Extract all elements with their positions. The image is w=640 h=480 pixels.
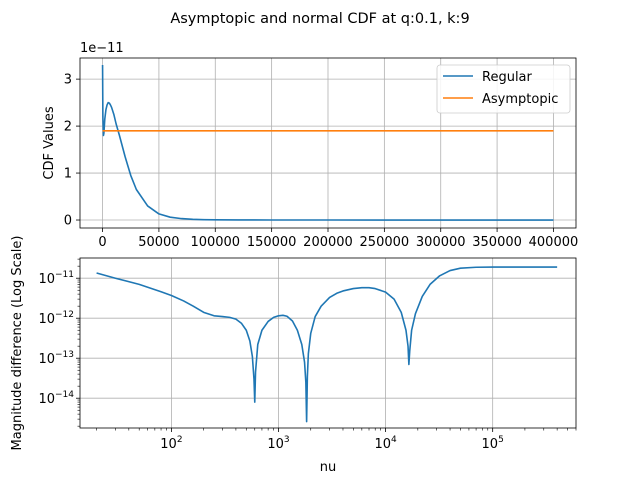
cdf-chart: 0 50000 100000 150000 200000 250000 300000 3500… <box>42 41 578 250</box>
difference-grid <box>80 258 576 428</box>
difference-y-tick-label: 10−12 <box>38 310 74 327</box>
difference-y-axis-label: Magnitude difference (Log Scale) <box>10 236 25 451</box>
difference-x-tick-exponent: 3 <box>284 435 290 445</box>
cdf-y-tick-label: 0 <box>64 214 72 229</box>
difference-series <box>96 266 558 423</box>
cdf-x-tick-label: 0 <box>98 235 106 250</box>
difference-plot-frame <box>79 257 577 429</box>
difference-x-tick-base: 10 <box>374 437 391 452</box>
difference-y-tick-base: 10 <box>38 392 55 407</box>
cdf-x-tick-label: 400000 <box>529 235 579 250</box>
difference-y-tick-base: 10 <box>38 312 55 327</box>
cdf-x-tick-label: 150000 <box>247 235 297 250</box>
cdf-y-offset-label: 1e−11 <box>80 41 124 56</box>
legend-label-regular: Regular <box>482 70 533 85</box>
difference-y-tick-exponent: −13 <box>55 350 74 360</box>
difference-x-tick-label: 103 <box>267 435 289 452</box>
difference-x-tick-base: 10 <box>482 437 499 452</box>
cdf-x-tick-label: 200000 <box>303 235 353 250</box>
difference-y-tick-label: 10−13 <box>38 350 74 367</box>
difference-x-tick-base: 10 <box>267 437 284 452</box>
difference-y-tick-base: 10 <box>38 272 55 287</box>
difference-x-tick-exponent: 5 <box>498 435 504 445</box>
difference-y-tick-exponent: −14 <box>55 390 74 400</box>
difference-y-tick-exponent: −11 <box>55 270 74 280</box>
cdf-x-tick-label: 100000 <box>190 235 240 250</box>
cdf-y-tick-label: 1 <box>64 167 72 182</box>
difference-series-line <box>96 266 558 423</box>
difference-x-tick-exponent: 2 <box>177 435 183 445</box>
cdf-series <box>101 65 554 221</box>
difference-x-tick-label: 104 <box>374 435 397 452</box>
cdf-y-tick-label: 2 <box>64 120 72 135</box>
cdf-x-tick-label: 250000 <box>360 235 410 250</box>
difference-y-tick-exponent: −12 <box>55 310 74 320</box>
difference-y-tick-label: 10−11 <box>38 270 74 287</box>
cdf-x-tick-label: 350000 <box>472 235 522 250</box>
cdf-legend: Regular Asymptopic <box>436 64 571 114</box>
legend-box <box>436 64 571 114</box>
difference-x-axis-label: nu <box>320 460 336 475</box>
difference-x-tick-label: 105 <box>482 435 504 452</box>
cdf-x-ticks: 0 50000 100000 150000 200000 250000 300000 3500… <box>98 228 578 250</box>
difference-x-tick-exponent: 4 <box>391 435 397 445</box>
cdf-y-tick-label: 3 <box>64 73 72 88</box>
legend-label-asymptopic: Asymptopic <box>482 92 558 107</box>
difference-x-tick-base: 10 <box>160 437 177 452</box>
difference-y-tick-base: 10 <box>38 352 55 367</box>
cdf-x-tick-label: 50000 <box>138 235 179 250</box>
cdf-y-axis-label: CDF Values <box>42 106 57 179</box>
difference-x-ticks: 102 103 104 105 <box>96 428 577 452</box>
difference-x-tick-label: 102 <box>160 435 182 452</box>
difference-y-tick-label: 10−14 <box>38 390 74 407</box>
figure-title: Asymptopic and normal CDF at q:0.1, k:9 <box>170 11 469 27</box>
cdf-y-ticks: 0 1 2 3 <box>64 73 80 229</box>
cdf-x-tick-label: 300000 <box>416 235 466 250</box>
regular-series-line <box>101 65 554 221</box>
